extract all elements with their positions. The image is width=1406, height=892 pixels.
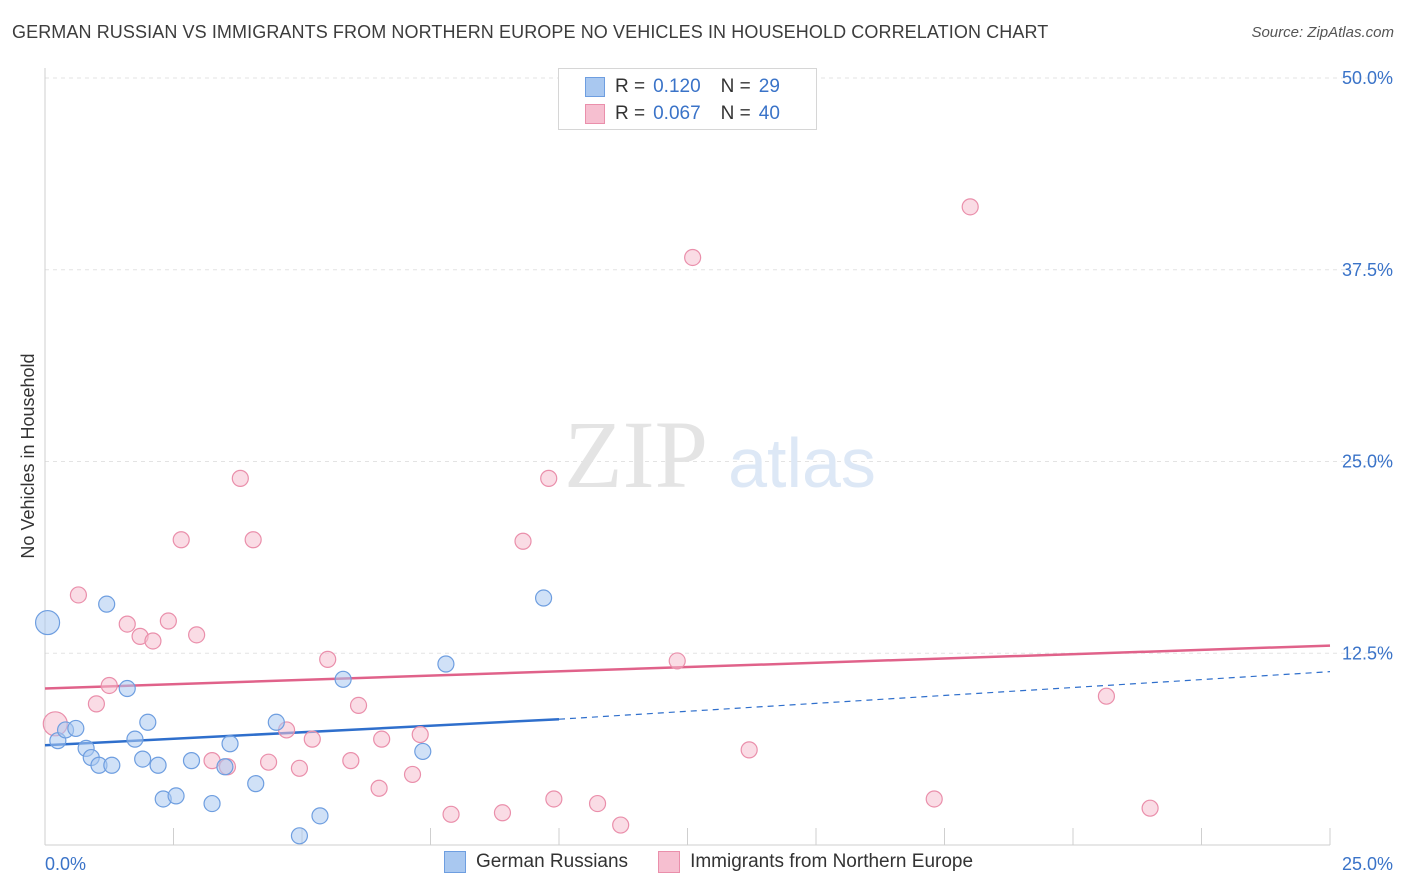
data-point-german-russians (34, 609, 61, 636)
watermark-zip: ZIP (564, 401, 708, 508)
source-label: Source: ZipAtlas.com (1251, 24, 1394, 41)
data-point-immigrants (100, 676, 118, 695)
data-point-immigrants (319, 650, 337, 668)
legend-swatch-pink (585, 104, 605, 124)
data-point-german-russians (118, 679, 136, 698)
data-point-immigrants (349, 696, 368, 715)
data-point-german-russians (534, 589, 553, 607)
data-point-immigrants (442, 805, 460, 823)
data-point-immigrants (259, 753, 278, 771)
data-point-immigrants (545, 790, 563, 808)
legend-n-label: N = (720, 103, 751, 124)
data-point-german-russians (437, 655, 455, 673)
data-point-immigrants (69, 586, 88, 604)
legend-swatch-blue (444, 851, 466, 873)
data-point-german-russians (216, 758, 234, 776)
data-point-immigrants (588, 794, 607, 813)
stats-legend: R = 0.120 N = 29 R = 0.067 N = 40 (558, 68, 817, 130)
data-point-immigrants (370, 779, 388, 797)
series-german-russians (34, 589, 553, 845)
legend-r-value: 0.067 (653, 103, 701, 124)
y-tick-label: 37.5% (1342, 260, 1393, 280)
data-point-german-russians (221, 735, 239, 753)
x-tick-labels: 0.0% 25.0% (45, 854, 1393, 874)
data-point-immigrants (961, 198, 979, 216)
data-point-immigrants (172, 531, 190, 549)
data-point-immigrants (118, 615, 136, 633)
data-point-immigrants (684, 248, 702, 267)
data-point-german-russians (311, 807, 329, 825)
data-point-immigrants (403, 765, 422, 784)
data-point-immigrants (1141, 799, 1159, 817)
data-point-immigrants (303, 730, 321, 748)
data-point-german-russians (290, 827, 309, 845)
y-tick-labels: 12.5% 25.0% 37.5% 50.0% (1342, 68, 1393, 663)
data-point-german-russians (334, 670, 352, 688)
legend-item-german-russians[interactable]: German Russians (444, 851, 628, 873)
grid-lines (45, 77, 1392, 654)
chart-title: GERMAN RUSSIAN VS IMMIGRANTS FROM NORTHE… (12, 22, 1049, 42)
data-point-immigrants (612, 816, 630, 834)
data-point-immigrants (493, 804, 512, 822)
data-point-immigrants (925, 790, 943, 808)
data-point-immigrants (411, 725, 429, 744)
trend-line-immigrants (44, 644, 1331, 690)
data-point-german-russians (103, 756, 121, 774)
x-tick-label-max: 25.0% (1342, 854, 1393, 874)
data-point-german-russians (149, 756, 167, 774)
data-point-german-russians (67, 719, 85, 738)
legend-n-value: 29 (758, 76, 780, 97)
data-point-immigrants (668, 652, 686, 670)
trend-line-german-russians (44, 717, 560, 747)
data-point-german-russians (182, 752, 201, 770)
legend-r-value: 0.120 (653, 76, 701, 97)
data-point-immigrants (540, 469, 558, 487)
y-tick-label: 12.5% (1342, 643, 1393, 663)
legend-label-german-russians: German Russians (476, 851, 629, 872)
x-tick-label-min: 0.0% (45, 854, 86, 874)
watermark: ZIP atlas (564, 401, 876, 508)
data-point-immigrants (87, 695, 106, 713)
watermark-atlas: atlas (728, 424, 876, 502)
y-tick-label: 50.0% (1342, 68, 1393, 88)
legend-r-label: R = (615, 103, 646, 124)
legend-swatch-pink (658, 851, 681, 873)
y-axis-label: No Vehicles in Household (18, 353, 38, 558)
data-point-immigrants (244, 531, 262, 549)
trend-lines (44, 644, 1331, 747)
legend-r-label: R = (615, 76, 646, 97)
data-point-german-russians (203, 794, 221, 813)
series-legend: German Russians Immigrants from Northern… (444, 851, 1003, 873)
data-point-immigrants (188, 626, 206, 644)
data-point-german-russians (98, 595, 116, 613)
data-point-german-russians (267, 713, 285, 731)
data-point-immigrants (159, 612, 177, 630)
data-point-immigrants (514, 532, 532, 550)
data-point-immigrants (373, 730, 391, 748)
data-point-german-russians (126, 730, 144, 748)
data-point-immigrants (144, 632, 162, 650)
data-point-german-russians (247, 775, 265, 793)
trend-line-german-russians-extension (558, 671, 1331, 720)
data-point-german-russians (134, 750, 152, 768)
legend-row-german-russians: R = 0.120 N = 29 (585, 75, 800, 99)
legend-n-label: N = (720, 76, 751, 97)
legend-item-immigrants-northern-europe[interactable]: Immigrants from Northern Europe (658, 851, 973, 873)
legend-swatch-blue (585, 77, 605, 97)
data-point-immigrants (231, 469, 249, 487)
data-point-immigrants (342, 752, 360, 770)
data-point-immigrants (1097, 687, 1116, 705)
legend-row-immigrants: R = 0.067 N = 40 (585, 102, 800, 126)
data-point-immigrants (740, 741, 758, 759)
data-point-german-russians (139, 713, 157, 731)
legend-label-immigrants-northern-europe: Immigrants from Northern Europe (690, 851, 974, 872)
legend-n-value: 40 (758, 103, 780, 124)
data-point-german-russians (414, 742, 432, 761)
y-tick-label: 25.0% (1342, 452, 1393, 472)
series-immigrants-northern-europe (42, 198, 1159, 834)
data-point-german-russians (167, 787, 185, 805)
data-point-immigrants (290, 759, 309, 777)
